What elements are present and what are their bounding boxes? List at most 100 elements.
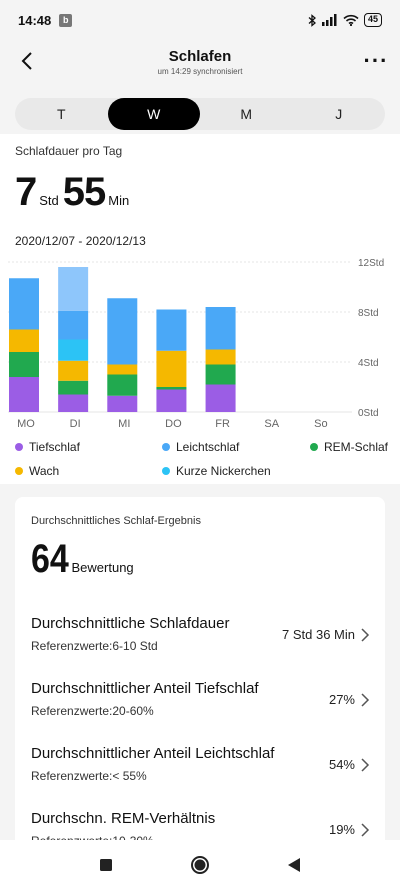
bar-segment[interactable] <box>156 309 187 351</box>
score-number: 64 <box>31 537 69 581</box>
battery-indicator: 45 <box>363 13 382 27</box>
x-tick-label: DI <box>70 418 81 429</box>
bar-segment[interactable] <box>156 389 187 413</box>
chevron-right-icon <box>361 628 370 642</box>
bar-segment[interactable] <box>9 278 39 330</box>
chart-caption: Schlafdauer pro Tag <box>15 144 123 158</box>
metric-reference: Referenzwerte:20-60% <box>31 704 154 718</box>
back-button[interactable] <box>14 48 40 74</box>
sleep-bar-chart[interactable]: 0Std 4Std 8Std 12Std MO DI MI DO FR SA So <box>0 254 400 429</box>
legend-item-leichtschlaf: Leichtschlaf <box>162 440 239 454</box>
bar-segment[interactable] <box>205 307 236 350</box>
sleep-score-card: Durchschnittliches Schlaf-Ergebnis 64 Be… <box>15 497 385 857</box>
legend-label: REM-Schlaf <box>324 440 389 454</box>
metric-reference: Referenzwerte:6-10 Std <box>31 639 158 653</box>
chevron-left-icon <box>21 52 32 70</box>
y-tick-label: 12Std <box>358 258 384 269</box>
more-dots-icon: ··· <box>363 48 389 73</box>
metric-value: 27% <box>328 692 355 707</box>
metric-value: 54% <box>328 757 355 772</box>
bar-segment[interactable] <box>58 360 89 381</box>
legend-item-wach: Wach <box>15 464 59 478</box>
bar-segment[interactable] <box>107 298 138 365</box>
tab-year[interactable]: J <box>335 106 343 122</box>
x-tick-label: So <box>314 418 327 429</box>
metric-reference: Referenzwerte:< 55% <box>31 769 147 783</box>
bar-segment[interactable] <box>58 380 89 395</box>
duration-hours: 7 <box>15 170 37 214</box>
legend-label: Wach <box>29 464 60 478</box>
signal-icon <box>321 14 337 26</box>
bar-segment[interactable] <box>58 339 89 361</box>
y-tick-label: 4Std <box>358 358 379 369</box>
legend-item-tiefschlaf: Tiefschlaf <box>15 440 80 454</box>
bar-segment[interactable] <box>156 387 187 390</box>
legend-label: Tiefschlaf <box>29 440 80 454</box>
date-range: 2020/12/07 - 2020/12/13 <box>15 234 146 248</box>
bar-segment[interactable] <box>9 377 39 412</box>
metric-label: Durchschnittlicher Anteil Tiefschlaf <box>31 680 259 697</box>
bar-segment[interactable] <box>205 349 236 365</box>
x-tick-label: MI <box>118 418 130 429</box>
bar-segment[interactable] <box>9 352 39 377</box>
bar-segment[interactable] <box>107 395 138 412</box>
legend-dot <box>162 443 170 451</box>
sync-status: um 14:29 synchronisiert <box>157 67 243 76</box>
status-time: 14:48 <box>18 12 52 28</box>
metric-row-leichtschlaf[interactable]: Durchschnittlicher Anteil Leichtschlaf R… <box>31 745 371 805</box>
x-tick-label: MO <box>17 418 35 429</box>
sleep-duration: 7 Std 55 Min <box>15 170 133 215</box>
period-tabs: T W M J <box>15 98 385 130</box>
score-title: Durchschnittliches Schlaf-Ergebnis <box>31 515 201 527</box>
recent-apps-button[interactable] <box>94 853 118 877</box>
wifi-icon <box>343 14 359 26</box>
square-icon <box>100 858 112 871</box>
x-tick-label: SA <box>264 418 279 429</box>
chevron-right-icon <box>361 693 370 707</box>
metric-value: 7 Std 36 Min <box>282 627 355 642</box>
home-button[interactable] <box>188 853 212 877</box>
tab-day[interactable]: T <box>56 106 66 122</box>
notification-badge: b <box>59 13 73 27</box>
legend-dot <box>162 467 170 475</box>
more-options-button[interactable]: ··· <box>362 50 390 72</box>
tab-month[interactable]: M <box>240 106 253 122</box>
bar-segment[interactable] <box>58 267 89 311</box>
chevron-right-icon <box>361 823 370 837</box>
metric-label: Durchschnittliche Schlafdauer <box>31 615 230 632</box>
duration-minutes: 55 <box>62 170 106 214</box>
bar-segment[interactable] <box>58 310 89 340</box>
back-nav-button[interactable] <box>282 853 306 877</box>
legend-dot <box>310 443 318 451</box>
tab-week[interactable]: W <box>107 98 200 130</box>
bar-segment[interactable] <box>58 394 89 413</box>
legend-label: Leichtschlaf <box>176 440 240 454</box>
chevron-right-icon <box>361 758 370 772</box>
status-bar: 14:48 b 45 <box>0 0 400 40</box>
triangle-back-icon <box>288 857 300 872</box>
metric-label: Durchschnittlicher Anteil Leichtschlaf <box>31 745 275 762</box>
y-tick-label: 0Std <box>358 408 379 419</box>
page-title: Schlafen <box>168 48 232 65</box>
legend-item-kurze-nickerchen: Kurze Nickerchen <box>162 464 271 478</box>
y-tick-label: 8Std <box>358 308 379 319</box>
score-value: 64 Bewertung <box>31 537 134 582</box>
legend-dot <box>15 443 23 451</box>
bar-segment[interactable] <box>107 364 138 375</box>
legend-label: Kurze Nickerchen <box>176 464 271 478</box>
duration-minutes-unit: Min <box>108 193 130 208</box>
x-tick-label: FR <box>215 418 230 429</box>
bar-segment[interactable] <box>205 384 236 413</box>
bluetooth-icon <box>308 13 316 27</box>
bar-segment[interactable] <box>107 374 138 396</box>
duration-hours-unit: Std <box>39 193 59 208</box>
score-label: Bewertung <box>71 560 134 575</box>
bar-segment[interactable] <box>156 350 187 387</box>
bar-segment[interactable] <box>205 364 236 385</box>
x-tick-label: DO <box>165 418 182 429</box>
metric-row-schlafdauer[interactable]: Durchschnittliche Schlafdauer Referenzwe… <box>31 615 371 675</box>
metric-value: 19% <box>328 822 355 837</box>
metric-row-tiefschlaf[interactable]: Durchschnittlicher Anteil Tiefschlaf Ref… <box>31 680 371 740</box>
metric-row-rem[interactable]: Durchschn. REM-Verhältnis Referenzwerte:… <box>31 810 371 857</box>
bar-segment[interactable] <box>9 329 39 353</box>
